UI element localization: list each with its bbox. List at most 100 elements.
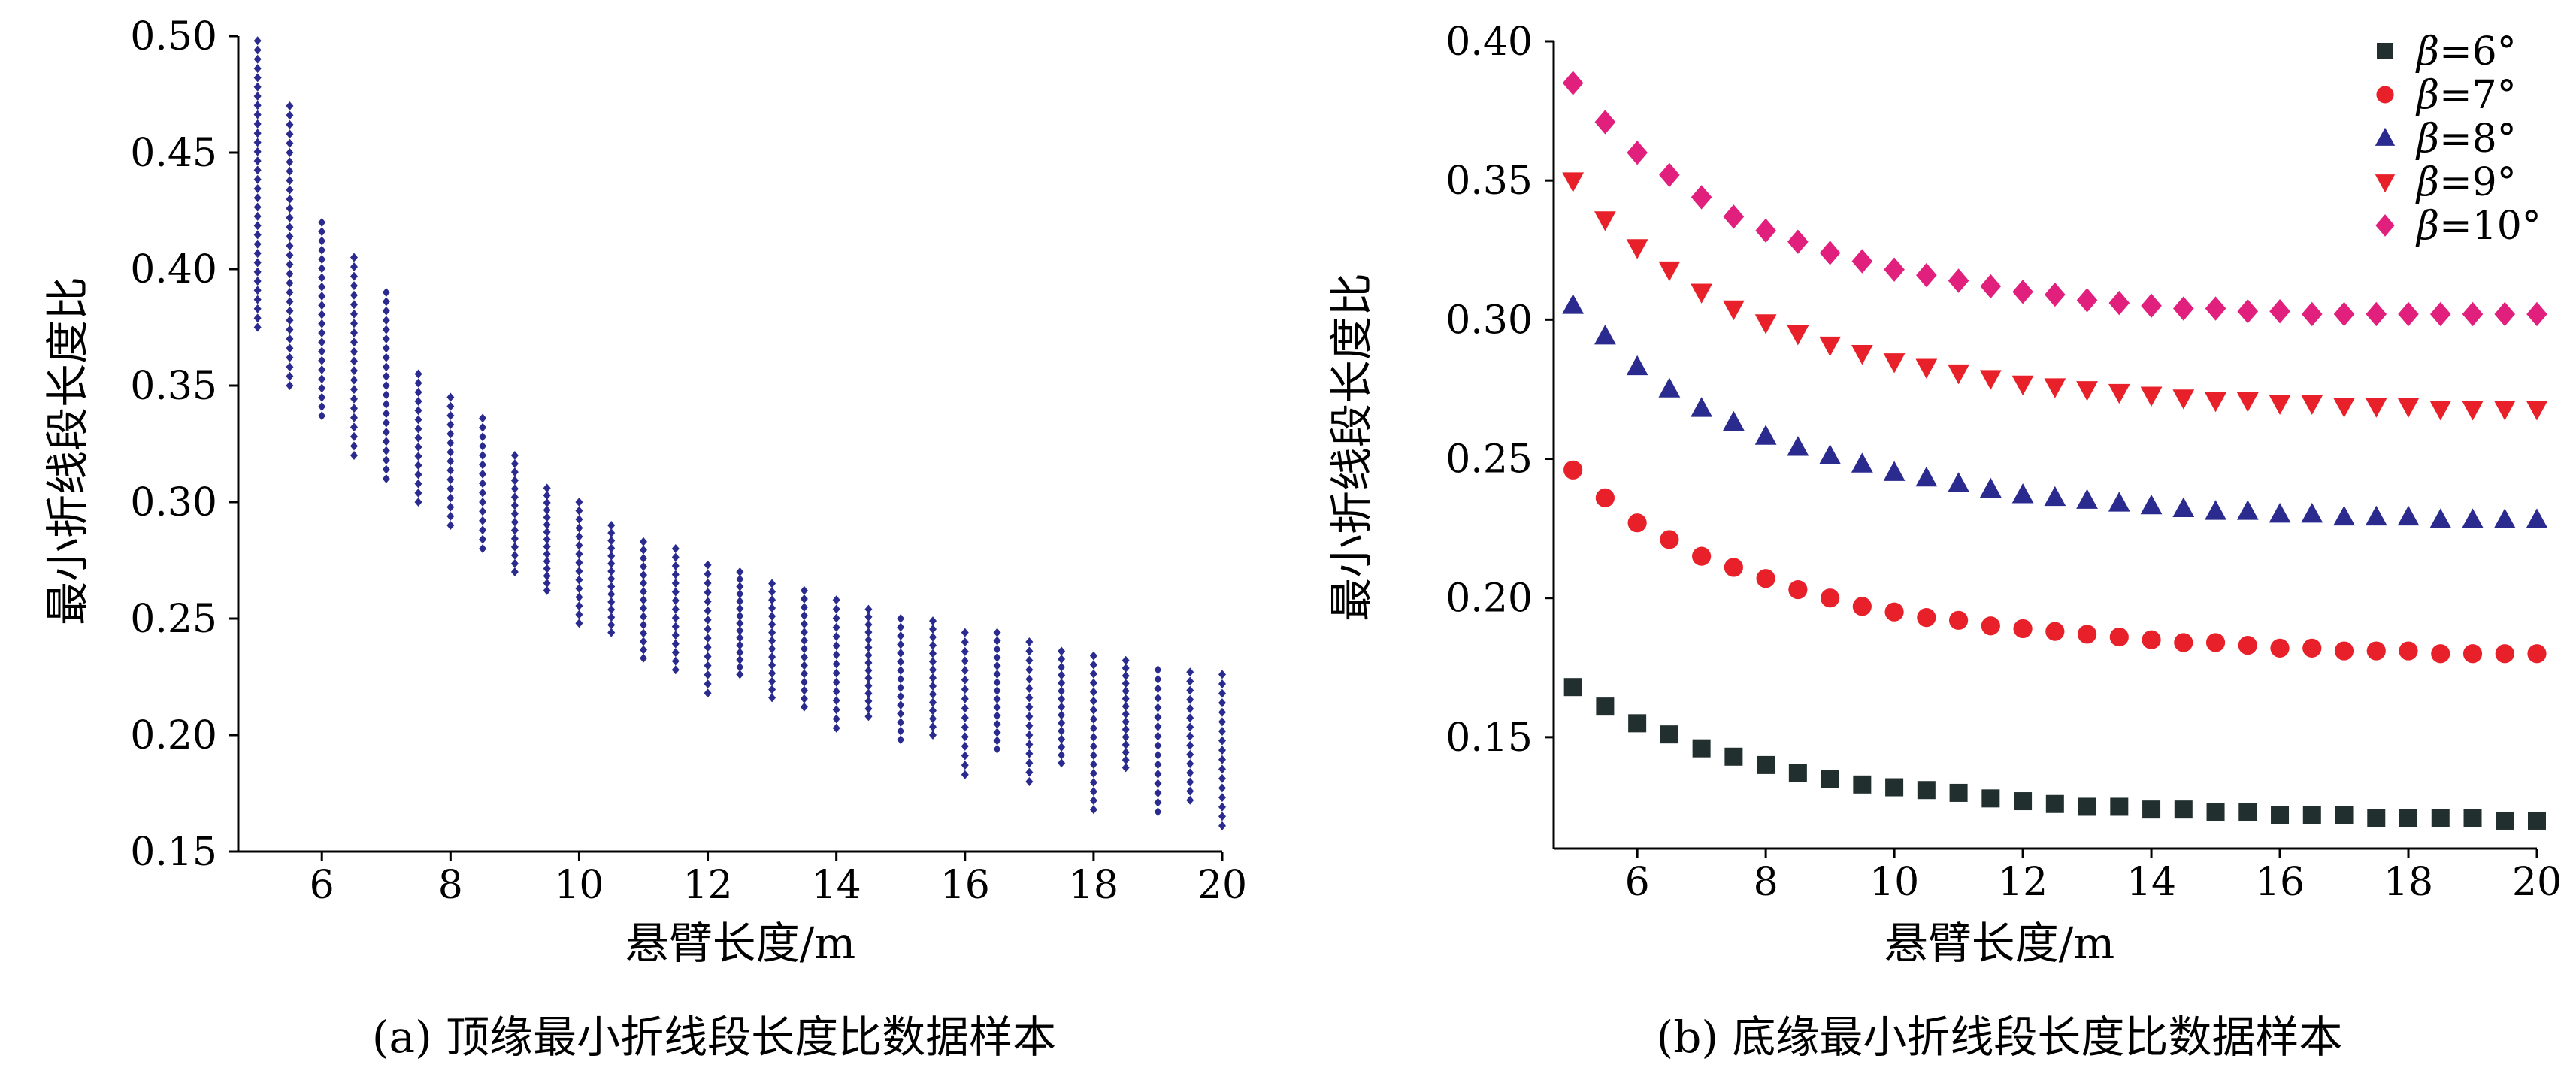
data-point — [382, 390, 390, 400]
data-point — [1058, 694, 1066, 704]
data-point — [1025, 721, 1034, 731]
data-point — [768, 676, 776, 686]
data-point — [2526, 508, 2548, 528]
legend-item: β=8° — [2375, 116, 2517, 162]
data-point — [1186, 740, 1194, 750]
data-point — [1218, 802, 1226, 812]
data-point — [1089, 669, 1097, 679]
data-point — [671, 544, 680, 553]
data-point — [479, 479, 487, 489]
data-point — [286, 297, 294, 307]
data-point — [1754, 314, 1777, 334]
data-point — [1089, 769, 1097, 779]
y-tick-label: 0.40 — [1445, 20, 1533, 65]
data-point — [382, 306, 390, 316]
data-point — [768, 685, 776, 694]
data-point — [286, 334, 294, 343]
data-point — [671, 656, 680, 666]
data-point — [479, 413, 487, 423]
data-point — [768, 693, 776, 703]
data-point — [1122, 755, 1130, 765]
data-point — [1154, 769, 1162, 779]
data-point — [1058, 719, 1066, 728]
legend-label: β=7° — [2415, 73, 2517, 118]
data-point — [286, 129, 294, 139]
data-point — [864, 704, 873, 714]
legend-label: β=8° — [2415, 116, 2517, 162]
data-point — [2366, 301, 2387, 327]
data-point — [2109, 627, 2129, 647]
data-point — [929, 731, 937, 740]
data-point — [993, 744, 1001, 754]
data-point — [510, 567, 519, 576]
data-point — [800, 602, 808, 612]
data-point — [607, 605, 616, 615]
data-point — [2205, 633, 2226, 652]
data-point — [350, 328, 358, 337]
data-point — [1089, 750, 1097, 760]
data-point — [382, 455, 390, 465]
data-point — [253, 322, 262, 332]
data-point — [350, 319, 358, 328]
data-point — [253, 36, 262, 46]
data-point — [350, 262, 358, 272]
data-point — [1025, 693, 1034, 703]
data-point — [1058, 758, 1066, 768]
data-point — [800, 677, 808, 687]
data-point — [2011, 375, 2034, 396]
data-point — [640, 612, 647, 622]
data-point — [253, 221, 262, 231]
data-point — [253, 45, 262, 55]
data-point — [929, 657, 937, 667]
x-tick-label: 18 — [1069, 863, 1118, 908]
data-point — [832, 714, 840, 724]
data-point — [318, 365, 326, 375]
data-point — [2301, 502, 2323, 523]
data-point — [1186, 713, 1194, 723]
data-point — [286, 195, 294, 204]
y-tick-label: 0.50 — [130, 14, 217, 59]
x-tick-label: 20 — [1197, 863, 1247, 908]
data-point — [286, 316, 294, 325]
data-point — [1218, 812, 1226, 821]
data-point — [1755, 218, 1776, 244]
data-point — [1915, 358, 1938, 379]
data-point — [286, 185, 294, 195]
data-point — [2399, 641, 2418, 661]
data-point — [1754, 425, 1777, 445]
data-point — [382, 474, 390, 483]
data-point — [1788, 579, 1808, 600]
data-point — [286, 138, 294, 148]
data-point — [640, 579, 647, 588]
data-point — [1627, 513, 1647, 533]
data-point — [897, 649, 905, 658]
data-point — [1122, 701, 1130, 711]
data-point — [575, 498, 583, 507]
data-point — [800, 644, 808, 654]
data-point — [1218, 736, 1226, 746]
data-point — [253, 101, 262, 110]
data-point — [800, 585, 808, 595]
data-point — [1626, 355, 1648, 376]
data-point — [993, 669, 1001, 679]
legend-marker — [2375, 174, 2396, 193]
data-point — [1724, 558, 1743, 577]
x-tick-label: 6 — [1625, 860, 1650, 905]
data-point — [1948, 610, 1969, 630]
data-point — [1218, 707, 1226, 717]
data-point — [414, 378, 422, 388]
x-tick-label: 14 — [812, 863, 861, 908]
data-point — [607, 597, 616, 607]
legend-value: =9° — [2439, 160, 2517, 205]
legend-value: =8° — [2439, 116, 2517, 162]
data-point — [671, 587, 680, 597]
data-point — [864, 619, 873, 629]
data-point — [1563, 678, 1582, 697]
data-point — [1025, 655, 1034, 665]
data-point — [1979, 477, 2002, 498]
data-point — [253, 174, 262, 184]
data-point — [446, 493, 455, 503]
data-point — [446, 401, 455, 411]
data-point — [2011, 483, 2034, 504]
data-point — [2493, 401, 2516, 421]
